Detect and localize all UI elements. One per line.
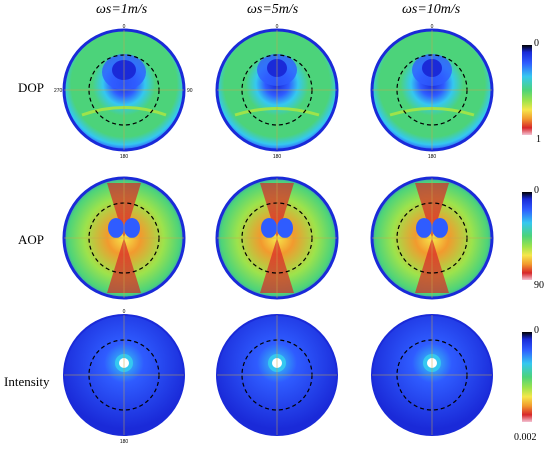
row-label-dop: DOP — [18, 80, 45, 95]
intensity-colorbar-top: 0 — [534, 325, 539, 336]
aop-panel-3 — [370, 176, 494, 300]
aop-colorbar — [522, 192, 532, 280]
row-label-intensity: Intensity — [4, 374, 50, 389]
aop-panel-1 — [62, 176, 186, 300]
svg-text:0: 0 — [123, 309, 126, 315]
svg-text:180: 180 — [120, 439, 129, 445]
dop-panel-3: 0 180 — [370, 24, 494, 160]
aop-colorbar-bottom: 90 — [534, 280, 544, 291]
column-title-3: ωs=10m/s — [402, 2, 461, 17]
svg-text:180: 180 — [120, 154, 129, 160]
dop-colorbar-bottom: 1 — [536, 134, 541, 145]
svg-text:0: 0 — [276, 24, 279, 30]
svg-text:0: 0 — [123, 24, 126, 30]
svg-text:0: 0 — [431, 24, 434, 30]
intensity-colorbar — [522, 332, 532, 422]
intensity-panel-3 — [371, 314, 493, 436]
intensity-panel-1: 0 180 — [63, 309, 185, 445]
intensity-panel-2 — [216, 314, 338, 436]
dop-colorbar — [522, 45, 532, 135]
aop-colorbar-top: 0 — [534, 185, 539, 196]
svg-text:270: 270 — [54, 88, 63, 94]
svg-text:180: 180 — [273, 154, 282, 160]
row-label-aop: AOP — [18, 232, 45, 247]
column-title-1: ωs=1m/s — [96, 2, 148, 17]
aop-panel-2 — [215, 176, 339, 300]
dop-panel-2: 0 180 — [215, 24, 339, 160]
dop-colorbar-top: 0 — [534, 38, 539, 49]
column-title-2: ωs=5m/s — [247, 2, 299, 17]
svg-text:90: 90 — [187, 88, 193, 94]
svg-text:180: 180 — [428, 154, 437, 160]
dop-panel-1: 0 180 90 270 — [54, 24, 193, 160]
intensity-colorbar-bottom: 0.002 — [514, 432, 537, 443]
